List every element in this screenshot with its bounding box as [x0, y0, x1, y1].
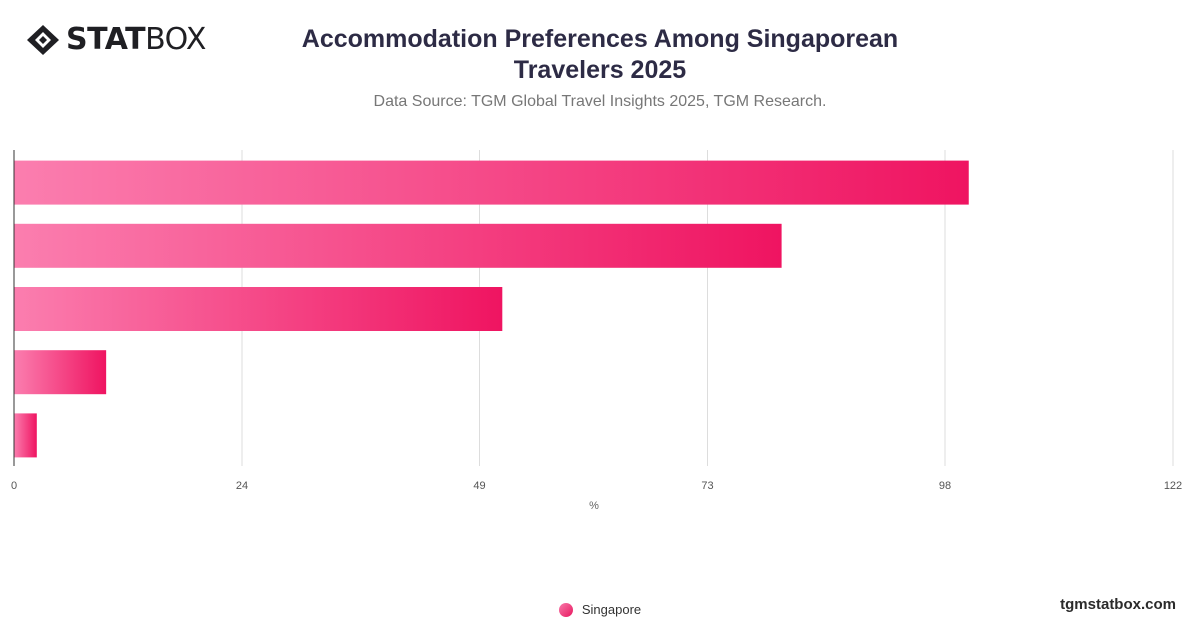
legend: Singapore [0, 602, 1200, 617]
logo-wordmark: STATBOX [66, 22, 206, 57]
x-tick-label: 122 [1164, 480, 1182, 492]
legend-label: Singapore [581, 602, 642, 617]
site-watermark: tgmstatbox.com [1060, 596, 1176, 613]
legend-item-singapore[interactable]: Singapore [558, 602, 642, 617]
chart-subtitle: Data Source: TGM Global Travel Insights … [373, 93, 827, 110]
bar-2[interactable] [14, 223, 782, 268]
bars [14, 160, 969, 458]
bar-5[interactable] [14, 413, 37, 458]
x-axis-label: % [589, 500, 599, 512]
chart-title-line-1: Accommodation Preferences Among Singapor… [301, 25, 899, 53]
bar-3[interactable] [14, 287, 503, 331]
x-tick-label: 73 [701, 480, 713, 492]
statbox-logo: STATBOX [26, 24, 206, 56]
diamond-logo-icon [27, 25, 59, 55]
chart-title: Accommodation Preferences Among Singapor… [300, 24, 900, 86]
x-tick-label: 49 [473, 480, 485, 492]
chart-title-line-2: Travelers 2025 [513, 56, 687, 84]
x-tick-label: 98 [939, 480, 951, 492]
legend-swatch [558, 602, 573, 617]
x-tick-label: 24 [236, 480, 248, 492]
x-tick-label: 0 [11, 480, 17, 492]
bar-1[interactable] [14, 160, 969, 205]
axes: 0 24 49 73 98 122 [11, 150, 1182, 492]
bar-4[interactable] [14, 350, 107, 395]
